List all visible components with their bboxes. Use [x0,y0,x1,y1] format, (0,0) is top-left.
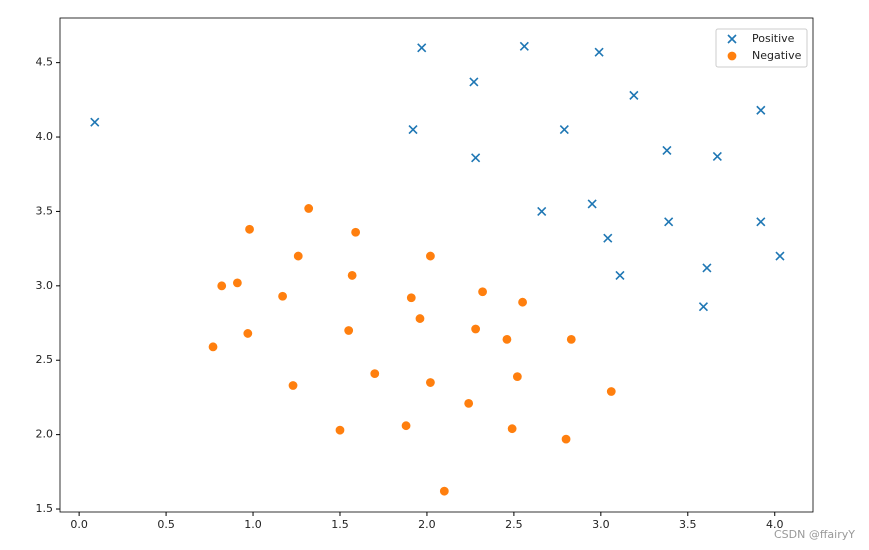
x-tick-label: 2.5 [505,518,523,531]
point [517,296,528,308]
point [512,371,523,382]
point [594,47,604,57]
point [664,217,674,227]
point [603,233,613,243]
point [417,43,427,53]
x-tick-label: 2.0 [418,518,436,531]
y-tick-label: 4.0 [36,130,54,143]
point [629,90,639,100]
y-tick-label: 3.0 [36,279,54,292]
point [662,145,672,155]
point [414,313,426,324]
point [406,292,417,303]
point [566,334,577,345]
point [559,125,569,135]
point [216,280,227,292]
point [242,328,254,339]
x-tick-label: 0.5 [157,518,175,531]
watermark: CSDN @ffairyY [774,528,855,541]
point [756,217,766,227]
point [471,153,481,163]
point [537,206,547,216]
legend-marker [726,50,738,62]
y-tick-label: 2.0 [36,428,54,441]
y-tick-label: 2.5 [36,353,54,366]
point [400,420,412,431]
point [477,286,488,297]
point [408,125,418,135]
point [469,77,479,87]
point [506,423,518,434]
point [463,398,474,409]
x-tick-label: 1.0 [244,518,262,531]
legend-label: Negative [752,49,802,62]
x-tick-label: 4.0 [766,518,784,531]
legend-marker [727,34,737,44]
point [560,433,572,445]
point [369,368,380,379]
x-tick-label: 3.0 [592,518,610,531]
point [303,203,314,214]
legend-label: Positive [752,32,795,45]
point [425,250,436,262]
x-tick-label: 3.5 [679,518,697,531]
point [350,227,361,238]
point [712,151,722,161]
point [90,117,100,127]
plot-area [59,17,814,513]
point [519,41,529,51]
y-tick-label: 1.5 [36,502,54,515]
x-tick-label: 0.0 [70,518,88,531]
point [756,105,766,115]
point [293,250,304,262]
x-tick-label: 1.5 [331,518,349,531]
point [244,224,255,235]
point [343,325,354,336]
point [702,263,712,273]
y-tick-label: 4.5 [36,56,54,69]
point [775,251,785,261]
point [334,424,346,436]
point [277,291,288,302]
point [606,386,617,397]
legend-box [715,28,808,68]
point [470,323,481,335]
point [287,380,299,391]
point [615,270,625,280]
point [439,485,450,497]
point [698,302,709,312]
point [425,377,436,388]
y-tick-label: 3.5 [36,204,54,217]
point [501,334,513,345]
point [346,270,358,281]
point [587,199,597,209]
point [232,277,243,289]
point [207,341,219,353]
